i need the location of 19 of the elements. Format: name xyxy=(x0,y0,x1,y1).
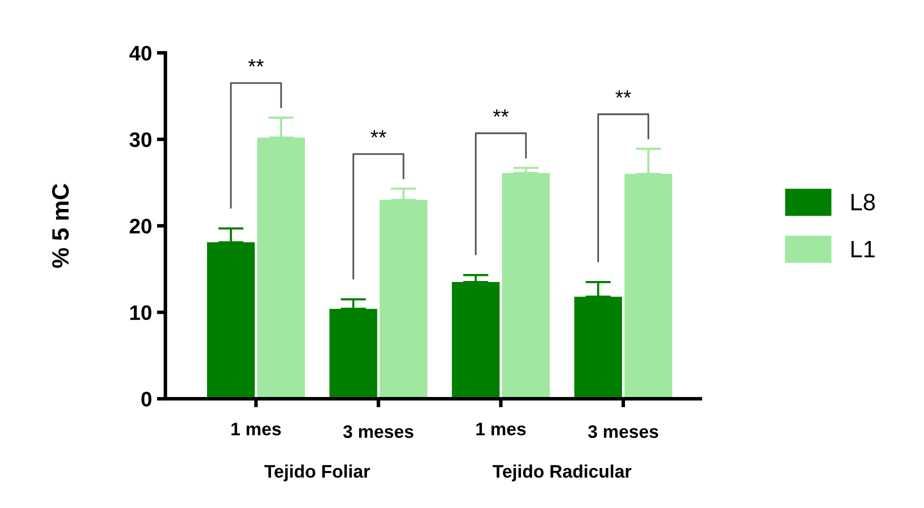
x-tick-label: 1 mes xyxy=(476,422,526,436)
annotation: ** xyxy=(248,59,264,67)
x-tick-label: 3 meses xyxy=(343,425,414,438)
y-tick-label: 40 xyxy=(129,46,152,61)
y-tick-label: 20 xyxy=(130,218,152,234)
annotation: ** xyxy=(493,109,509,117)
legend-label: L1 xyxy=(852,240,875,258)
x-tick-label: 3 meses xyxy=(588,425,658,438)
text: Tejido Radicular xyxy=(492,464,632,482)
text: Tejido Foliar xyxy=(264,464,370,482)
y-axis-title: % 5 mC xyxy=(52,184,69,268)
annotation: ** xyxy=(615,90,632,98)
y-tick-label: 0 xyxy=(141,392,152,407)
annotation: ** xyxy=(370,130,386,138)
y-tick-label: 30 xyxy=(130,132,152,148)
bar xyxy=(502,173,550,399)
x-tick-label: 1 mes xyxy=(232,422,281,436)
legend-label: L8 xyxy=(852,194,875,210)
y-tick-label: 10 xyxy=(130,305,152,320)
